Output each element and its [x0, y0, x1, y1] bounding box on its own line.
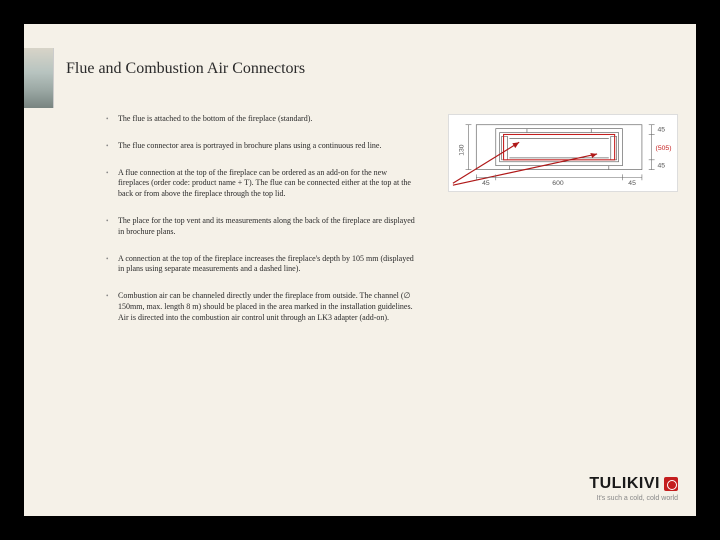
list-item: • A connection at the top of the firepla… — [106, 254, 416, 276]
dim-bottom-mid: 600 — [552, 180, 564, 187]
bullet-icon: • — [106, 114, 118, 125]
dim-right-mid: (505) — [656, 145, 672, 152]
brand-tagline: It's such a cold, cold world — [589, 495, 678, 502]
list-item: • Combustion air can be channeled direct… — [106, 291, 416, 323]
bullet-icon: • — [106, 254, 118, 276]
slide-page: Flue and Combustion Air Connectors • The… — [24, 24, 696, 516]
list-item: • The flue is attached to the bottom of … — [106, 114, 416, 125]
dim-right-bot: 45 — [658, 163, 666, 170]
brand-logo: TULIKIVI — [589, 475, 678, 493]
brand-name: TULIKIVI — [589, 475, 660, 493]
bullet-icon: • — [106, 291, 118, 323]
dim-bottom-right: 45 — [628, 180, 636, 187]
bullet-list: • The flue is attached to the bottom of … — [106, 114, 416, 340]
footer: TULIKIVI It's such a cold, cold world — [589, 475, 678, 502]
list-item: • The place for the top vent and its mea… — [106, 216, 416, 238]
bullet-text: Combustion air can be channeled directly… — [118, 291, 416, 323]
bullet-text: A connection at the top of the fireplace… — [118, 254, 416, 276]
page-title: Flue and Combustion Air Connectors — [66, 60, 305, 78]
list-item: • The flue connector area is portrayed i… — [106, 141, 416, 152]
bullet-icon: • — [106, 168, 118, 200]
plan-diagram: 130 45 (505) 45 45 600 45 — [448, 114, 678, 192]
bullet-text: The flue connector area is portrayed in … — [118, 141, 416, 152]
bullet-icon: • — [106, 141, 118, 152]
dim-left: 130 — [459, 144, 466, 156]
bullet-icon: • — [106, 216, 118, 238]
bullet-text: A flue connection at the top of the fire… — [118, 168, 416, 200]
brand-mark-icon — [664, 477, 678, 491]
dim-right-top: 45 — [658, 127, 666, 134]
list-item: • A flue connection at the top of the fi… — [106, 168, 416, 200]
bullet-text: The place for the top vent and its measu… — [118, 216, 416, 238]
bullet-text: The flue is attached to the bottom of th… — [118, 114, 416, 125]
decorative-photo-strip — [24, 48, 54, 108]
dim-bottom-left: 45 — [482, 180, 490, 187]
